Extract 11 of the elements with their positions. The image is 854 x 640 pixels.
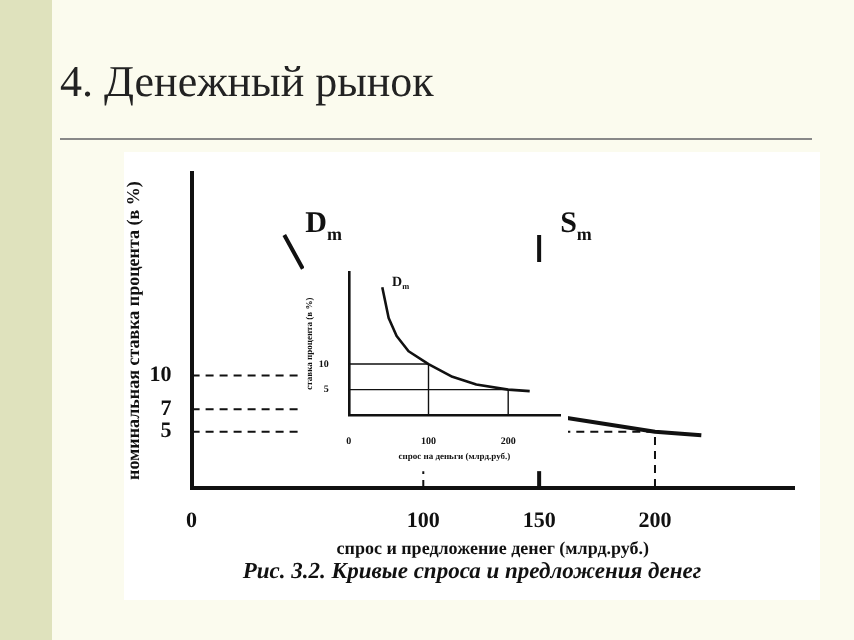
x-axis-title: спрос и предложение денег (млрд.руб.) xyxy=(336,537,650,558)
text: Рис. 3.2. Кривые спроса и предложения денег xyxy=(240,560,704,584)
x-tick-label: 150 xyxy=(522,508,557,533)
x-tick-label: 0 xyxy=(186,508,199,533)
chart-title: 4. Денежный рынок xyxy=(60,56,434,108)
y-tick-label: 5 xyxy=(160,419,173,444)
y-tick-label: 10 xyxy=(149,363,173,388)
y-tick-label: 7 xyxy=(160,396,173,421)
x-tick-label: 200 xyxy=(638,508,673,533)
y-axis-title: номинальная ставка процента (в %) xyxy=(123,181,144,480)
x-tick-label: 100 xyxy=(406,508,441,533)
